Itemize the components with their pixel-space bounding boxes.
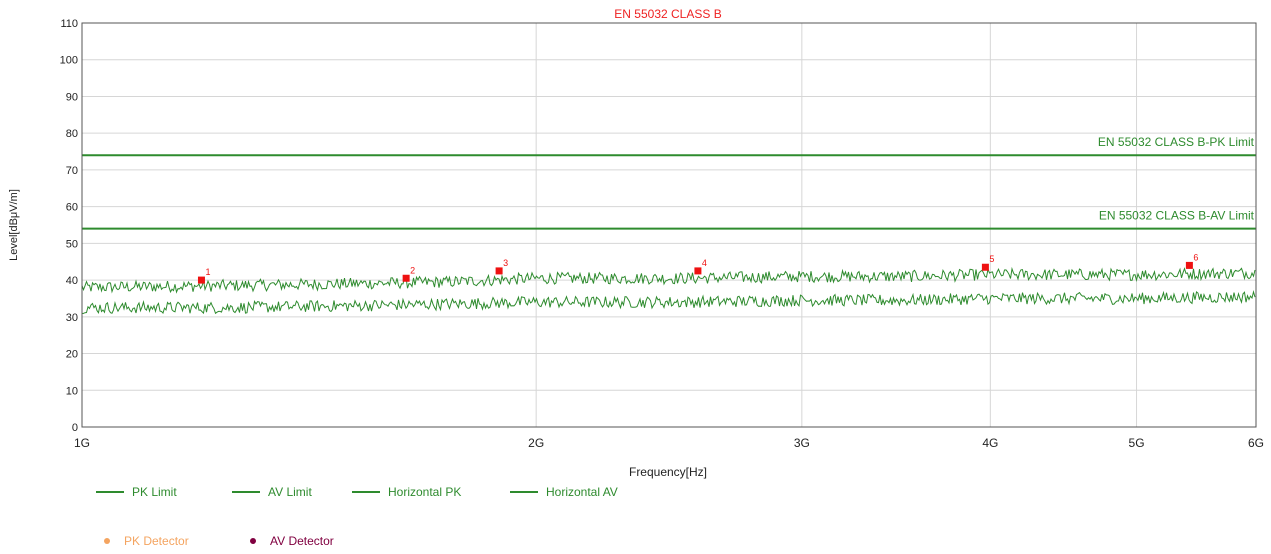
marker-label: 4: [702, 258, 707, 268]
y-tick-label: 40: [66, 275, 78, 287]
y-tick-label: 90: [66, 91, 78, 103]
legend-line-icon: [232, 491, 260, 493]
plot-frame: [81, 22, 1257, 428]
y-tick-label: 70: [66, 165, 78, 177]
av-detector-dot-icon: [250, 538, 256, 544]
marker-5: [981, 263, 989, 271]
legend-label: PK Detector: [124, 534, 189, 548]
series-horizontal-av: [81, 289, 1256, 315]
marker-3: [495, 267, 503, 275]
legend-label: AV Limit: [268, 485, 312, 499]
limit-line-label: EN 55032 CLASS B-AV Limit: [1099, 209, 1255, 223]
pk-detector-dot-icon: [104, 538, 110, 544]
series-layer: [81, 266, 1256, 315]
y-tick-label: 20: [66, 349, 78, 361]
y-tick-labels: 0 10 20 30 40 50 60 70 80 90 100 110: [60, 18, 78, 434]
marker-2: [402, 274, 410, 282]
legend-pk-detector: PK Detector: [104, 534, 189, 548]
y-axis-label: Level[dBμV/m]: [8, 189, 20, 261]
legend-av-detector: AV Detector: [250, 534, 334, 548]
limit-lines: EN 55032 CLASS B-PK Limit EN 55032 CLASS …: [82, 135, 1256, 230]
y-tick-label: 10: [66, 385, 78, 397]
y-tick-label: 80: [66, 128, 78, 140]
legend-horizontal-pk: Horizontal PK: [352, 485, 461, 499]
y-tick-label: 110: [60, 18, 78, 30]
marker-label: 6: [1193, 252, 1198, 262]
x-tick-labels: 1G 2G 3G 4G 5G 6G: [74, 436, 1264, 450]
x-tick-label: 3G: [794, 436, 810, 450]
series-horizontal-pk: [81, 266, 1256, 294]
legend-label: Horizontal AV: [546, 485, 618, 499]
x-tick-label: 5G: [1129, 436, 1145, 450]
grid: [81, 22, 1257, 428]
chart-title: EN 55032 CLASS B: [614, 7, 721, 21]
marker-4: [694, 267, 702, 275]
y-tick-label: 50: [66, 238, 78, 250]
legend-horizontal-av: Horizontal AV: [510, 485, 618, 499]
marker-label: 1: [205, 267, 210, 277]
marker-6: [1185, 261, 1193, 269]
y-tick-label: 0: [72, 422, 78, 434]
y-tick-label: 60: [66, 202, 78, 214]
x-tick-label: 6G: [1248, 436, 1264, 450]
marker-label: 2: [410, 265, 415, 275]
marker-label: 5: [989, 254, 994, 264]
x-axis-label: Frequency[Hz]: [629, 465, 707, 479]
y-tick-label: 30: [66, 312, 78, 324]
x-tick-label: 2G: [528, 436, 544, 450]
x-tick-label: 4G: [982, 436, 998, 450]
legend-limit-pk: PK Limit: [96, 485, 177, 499]
marker-label: 3: [503, 258, 508, 268]
legend-label: Horizontal PK: [388, 485, 462, 499]
y-tick-label: 100: [60, 55, 78, 67]
x-tick-label: 1G: [74, 436, 90, 450]
legend-line-icon: [352, 491, 380, 493]
legend-label: PK Limit: [132, 485, 177, 499]
marker-1: [197, 276, 205, 284]
legend-limit-av: AV Limit: [232, 485, 312, 499]
legend-line-icon: [510, 491, 538, 493]
legend-label: AV Detector: [270, 534, 334, 548]
legend-line-icon: [96, 491, 124, 493]
limit-line-label: EN 55032 CLASS B-PK Limit: [1098, 135, 1255, 149]
markers-layer: 1 2 3 4 5 6: [197, 252, 1198, 284]
